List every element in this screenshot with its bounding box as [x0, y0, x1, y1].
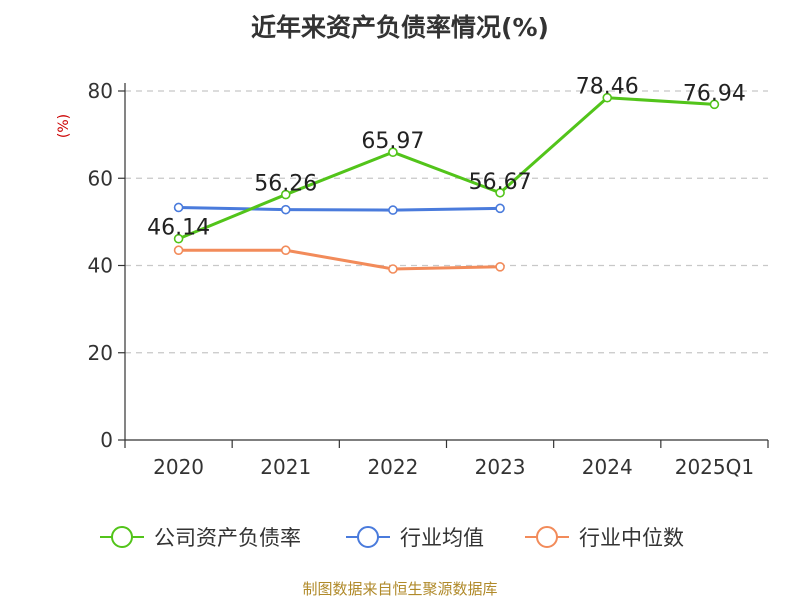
series-line [178, 248, 501, 271]
legend-marker [536, 526, 558, 548]
data-label: 65.97 [361, 129, 424, 154]
data-point [280, 189, 291, 200]
data-label: 78.46 [576, 75, 639, 100]
data-point [173, 233, 184, 244]
x-tick-label: 2021 [260, 455, 311, 479]
y-tick-label: 40 [88, 254, 113, 278]
data-label: 56.26 [254, 172, 317, 197]
data-point [388, 264, 398, 274]
legend-label: 行业中位数 [579, 526, 684, 550]
data-point [495, 187, 505, 198]
x-tick-label: 2024 [582, 455, 633, 479]
series-line [178, 96, 715, 241]
y-tick-label: 60 [88, 166, 113, 190]
legend-marker [357, 526, 379, 548]
data-point [280, 204, 291, 215]
data-point [173, 245, 184, 256]
y-tick-label: 0 [100, 428, 113, 452]
data-point [602, 92, 613, 103]
data-point [709, 99, 720, 110]
y-axis-label: (%) [56, 114, 72, 138]
data-point [173, 202, 184, 213]
y-tick-label: 20 [88, 341, 113, 365]
chart-title: 近年来资产负债率情况(%) [251, 13, 549, 42]
x-tick-label: 2020 [153, 455, 204, 479]
legend-label: 公司资产负债率 [154, 526, 301, 550]
x-tick-label: 2025Q1 [675, 455, 754, 479]
x-tick-label: 2023 [475, 455, 526, 479]
legend-label: 行业均值 [400, 526, 484, 550]
data-point [495, 203, 505, 214]
data-point [280, 245, 291, 256]
data-label: 56.67 [469, 170, 532, 195]
data-point [495, 262, 505, 272]
source-note: 制图数据来自恒生聚源数据库 [302, 580, 498, 598]
series-line [178, 205, 501, 212]
data-label: 46.14 [147, 216, 210, 241]
data-label: 76.94 [683, 81, 746, 106]
legend-marker [111, 526, 133, 548]
y-tick-label: 80 [88, 79, 113, 103]
data-point [388, 147, 398, 158]
x-tick-label: 2022 [367, 455, 418, 479]
data-point [388, 205, 398, 215]
